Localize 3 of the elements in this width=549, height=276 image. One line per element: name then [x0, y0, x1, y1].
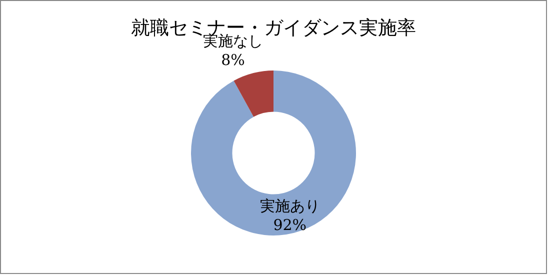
- data-label: 92%: [273, 216, 307, 234]
- slice-label: 実施あり: [260, 197, 320, 216]
- data-label: 8%: [221, 50, 245, 69]
